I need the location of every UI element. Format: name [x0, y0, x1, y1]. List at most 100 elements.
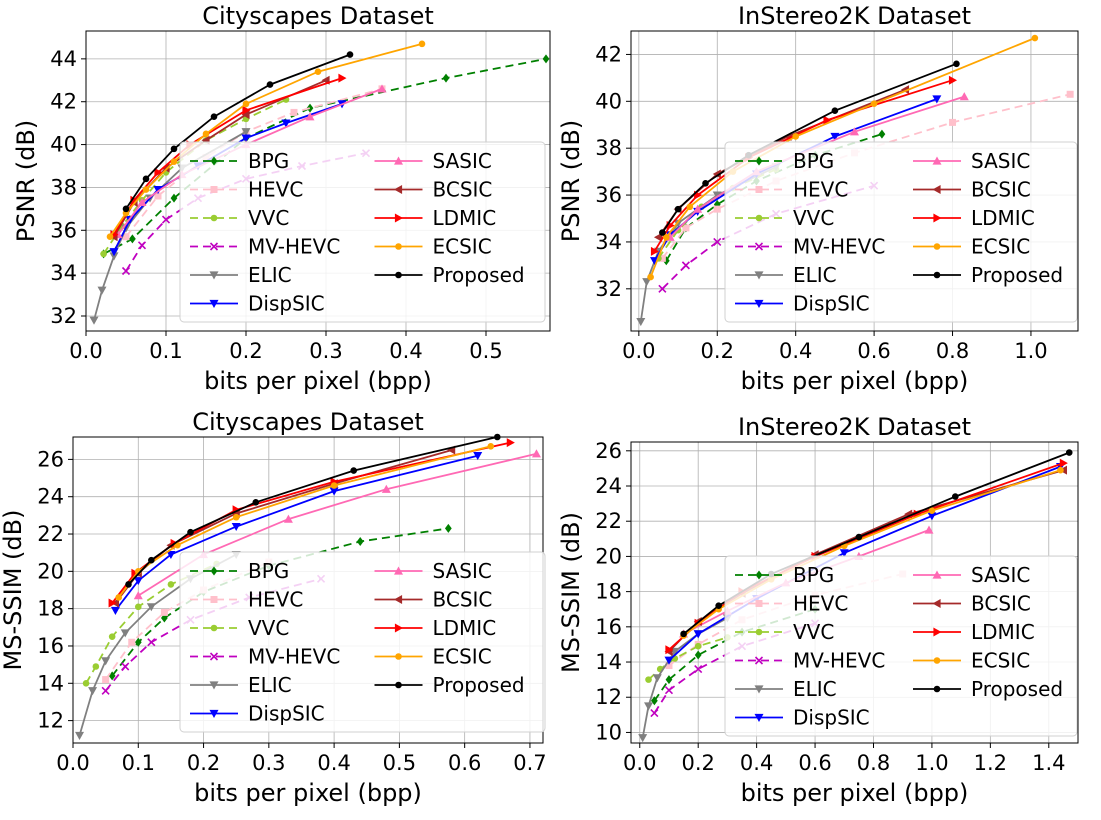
data-point [850, 127, 859, 136]
x-tick-label: 0.3 [309, 339, 342, 363]
y-tick-label: 36 [595, 183, 622, 207]
data-point [948, 75, 958, 85]
legend-box [179, 551, 546, 733]
legend-label: DispSIC [793, 292, 870, 316]
legend-entry: VVC [735, 620, 834, 644]
y-axis-label: PSNR (dB) [12, 120, 40, 242]
legend: BPG HEVC VVC MV-HEVC ELIC DispSIC SASIC BCSIC LD… [179, 551, 546, 733]
legend-label: VVC [248, 616, 289, 640]
legend-swatch-marker [209, 709, 219, 718]
data-point [125, 215, 135, 225]
legend-label: DispSIC [248, 702, 325, 726]
data-point [694, 642, 702, 650]
y-tick-label: 38 [50, 175, 77, 199]
legend-label: LDMIC [433, 206, 497, 230]
y-axis-label: MS-SSIM (dB) [557, 512, 585, 673]
legend-entry: Proposed [913, 263, 1063, 287]
plot-frame [630, 30, 1079, 332]
legend-swatch-marker [754, 242, 764, 251]
y-tick-label: 26 [595, 439, 622, 463]
chart-panel-4: 0.0 0.2 0.4 0.6 0.8 1.0 1.2 1.4 10 12 14 16 18 20 22 24… [557, 413, 1079, 807]
series-line [125, 53, 351, 210]
data-point [823, 115, 832, 125]
legend-swatch-marker [754, 299, 764, 308]
legend-swatch-marker [755, 186, 763, 193]
data-point [329, 487, 339, 496]
legend-label: SASIC [971, 149, 1030, 173]
x-tick-label: 0.1 [149, 339, 182, 363]
legend-label: LDMIC [433, 616, 497, 640]
legend-entry: LDMIC [913, 206, 1035, 230]
legend-swatch-marker [932, 156, 942, 165]
legend-label: BCSIC [971, 592, 1031, 616]
x-tick-label: 1.0 [915, 751, 948, 775]
legend-label: DispSIC [793, 706, 870, 730]
data-point [101, 686, 110, 695]
legend-swatch-marker [209, 271, 219, 280]
data-point [674, 205, 682, 213]
x-tick-label: 0.6 [857, 339, 890, 363]
data-point [154, 192, 162, 200]
data-point [82, 679, 90, 687]
x-tick-label: 0.1 [122, 751, 155, 775]
x-tick-label: 0.5 [383, 751, 416, 775]
legend-entry: ELIC [735, 677, 837, 701]
legend-swatch-marker [932, 185, 941, 194]
legend-entry: VVC [190, 206, 289, 230]
y-tick-label: 18 [37, 597, 64, 621]
x-tick-label: 0.4 [317, 751, 350, 775]
data-point [231, 522, 241, 532]
data-point [680, 630, 687, 638]
legend-label: Proposed [433, 263, 525, 287]
x-tick-label: 0.6 [448, 751, 481, 775]
y-tick-label: 24 [37, 485, 64, 509]
y-tick-label: 42 [595, 42, 622, 66]
x-tick-label: 0.5 [469, 339, 502, 363]
data-point [142, 175, 150, 183]
data-point [694, 650, 702, 660]
data-point [241, 110, 250, 120]
y-tick-label: 22 [595, 509, 622, 533]
legend-entry: Proposed [374, 673, 525, 697]
data-point [686, 203, 694, 211]
legend-label: Proposed [971, 263, 1063, 287]
legend-label: HEVC [793, 592, 848, 616]
series-line [653, 622, 816, 714]
legend-label: DispSIC [248, 292, 325, 316]
series-line [653, 79, 953, 252]
legend-swatch-marker [755, 600, 763, 607]
legend-swatch-marker [394, 595, 403, 604]
legend-entry: BPG [190, 559, 289, 583]
legend-swatch-marker [933, 657, 941, 664]
legend-swatch-marker [210, 156, 218, 166]
x-tick-label: 0.6 [798, 751, 831, 775]
data-point [658, 254, 666, 262]
legend-swatch-marker [210, 214, 218, 222]
y-tick-label: 12 [37, 709, 64, 733]
legend-swatch-marker [394, 623, 403, 633]
legend-swatch-marker [932, 599, 941, 608]
y-tick-label: 22 [37, 522, 64, 546]
data-point [1065, 449, 1073, 456]
data-point [636, 318, 646, 327]
legend-label: HEVC [793, 178, 848, 202]
data-point [381, 484, 391, 493]
legend-entry: HEVC [190, 588, 303, 612]
data-point [638, 734, 648, 743]
legend-entry: DispSIC [190, 292, 325, 316]
data-point [88, 687, 98, 696]
data-point [715, 602, 722, 610]
legend-label: ECSIC [433, 235, 492, 259]
legend-swatch-marker [395, 681, 402, 689]
series-proposed [122, 51, 354, 213]
legend-label: LDMIC [971, 620, 1035, 644]
legend-swatch-marker [395, 243, 402, 250]
legend-swatch-marker [933, 271, 941, 279]
data-point [694, 665, 703, 674]
data-point [167, 581, 175, 588]
data-point [170, 158, 178, 166]
data-point [290, 108, 298, 116]
legend-entry: BPG [735, 149, 834, 173]
x-tick-label: 0.0 [69, 339, 102, 363]
